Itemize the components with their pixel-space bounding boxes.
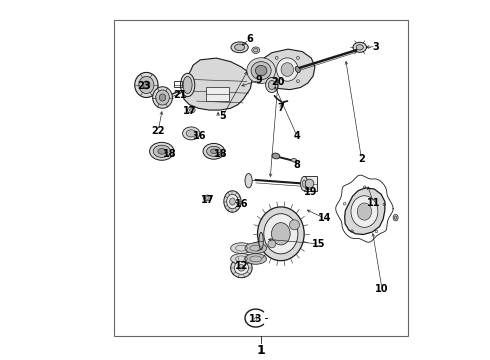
Ellipse shape	[268, 240, 276, 248]
Text: 22: 22	[151, 126, 165, 136]
Text: 7: 7	[277, 103, 284, 113]
Ellipse shape	[255, 66, 267, 76]
Ellipse shape	[159, 94, 166, 101]
Text: 23: 23	[137, 81, 150, 91]
Ellipse shape	[211, 149, 217, 154]
Text: 19: 19	[303, 187, 317, 197]
Text: 20: 20	[271, 77, 285, 87]
Text: 1: 1	[257, 344, 266, 357]
Polygon shape	[259, 49, 315, 90]
Ellipse shape	[305, 179, 314, 188]
Ellipse shape	[252, 47, 260, 53]
Ellipse shape	[272, 153, 280, 159]
Ellipse shape	[247, 58, 275, 84]
Text: 14: 14	[318, 213, 332, 223]
Ellipse shape	[149, 142, 174, 160]
Ellipse shape	[269, 81, 275, 89]
Ellipse shape	[203, 143, 224, 159]
Text: 3: 3	[372, 42, 379, 51]
Bar	[114, 21, 408, 336]
Ellipse shape	[245, 253, 267, 264]
Ellipse shape	[281, 63, 294, 76]
Text: 15: 15	[312, 239, 326, 249]
Ellipse shape	[394, 216, 397, 219]
Polygon shape	[344, 188, 385, 234]
Ellipse shape	[258, 207, 304, 261]
Ellipse shape	[158, 148, 166, 154]
Ellipse shape	[231, 258, 252, 278]
Text: 21: 21	[173, 90, 187, 100]
Ellipse shape	[187, 107, 195, 113]
Text: 16: 16	[193, 131, 207, 141]
Ellipse shape	[351, 196, 378, 227]
Polygon shape	[182, 58, 252, 110]
Ellipse shape	[264, 214, 298, 254]
Ellipse shape	[183, 127, 200, 140]
Ellipse shape	[238, 265, 245, 271]
Ellipse shape	[231, 42, 248, 53]
Text: 18: 18	[214, 149, 227, 159]
Ellipse shape	[271, 223, 290, 245]
Ellipse shape	[203, 195, 211, 201]
Polygon shape	[205, 87, 229, 101]
Text: 11: 11	[367, 198, 380, 208]
Ellipse shape	[302, 180, 306, 187]
Ellipse shape	[266, 77, 278, 93]
Ellipse shape	[139, 76, 154, 94]
Ellipse shape	[207, 146, 221, 156]
Ellipse shape	[135, 72, 158, 98]
Text: 8: 8	[294, 159, 300, 170]
Ellipse shape	[254, 48, 258, 52]
Polygon shape	[304, 176, 317, 192]
Text: 10: 10	[375, 284, 389, 294]
Ellipse shape	[356, 45, 364, 50]
Ellipse shape	[153, 87, 172, 108]
Ellipse shape	[393, 215, 398, 221]
Text: 16: 16	[235, 199, 249, 210]
Ellipse shape	[190, 109, 193, 111]
Ellipse shape	[230, 198, 235, 205]
Ellipse shape	[295, 67, 300, 73]
Text: 2: 2	[358, 154, 365, 164]
Text: 13: 13	[249, 314, 263, 324]
Ellipse shape	[156, 90, 170, 105]
Ellipse shape	[180, 73, 195, 96]
Text: 5: 5	[220, 111, 226, 121]
Ellipse shape	[153, 145, 171, 157]
Ellipse shape	[234, 261, 248, 274]
Ellipse shape	[259, 232, 263, 249]
Text: 9: 9	[256, 75, 263, 85]
Ellipse shape	[245, 174, 252, 188]
Ellipse shape	[276, 58, 298, 81]
Ellipse shape	[224, 191, 241, 212]
Ellipse shape	[300, 176, 308, 191]
Ellipse shape	[186, 130, 196, 137]
Ellipse shape	[251, 62, 271, 80]
Text: 18: 18	[163, 149, 176, 159]
Ellipse shape	[357, 203, 371, 220]
Ellipse shape	[227, 194, 238, 209]
Ellipse shape	[353, 42, 367, 52]
Ellipse shape	[231, 253, 252, 264]
Ellipse shape	[205, 197, 209, 199]
Ellipse shape	[183, 76, 192, 94]
Ellipse shape	[231, 243, 252, 253]
Text: 12: 12	[235, 261, 248, 271]
Ellipse shape	[245, 243, 267, 253]
Ellipse shape	[235, 44, 245, 50]
Ellipse shape	[143, 81, 150, 89]
Ellipse shape	[290, 220, 299, 230]
Text: 6: 6	[246, 35, 253, 44]
Ellipse shape	[292, 158, 296, 162]
Text: 4: 4	[294, 131, 300, 141]
Text: 17: 17	[201, 195, 215, 206]
Text: 17: 17	[183, 106, 196, 116]
